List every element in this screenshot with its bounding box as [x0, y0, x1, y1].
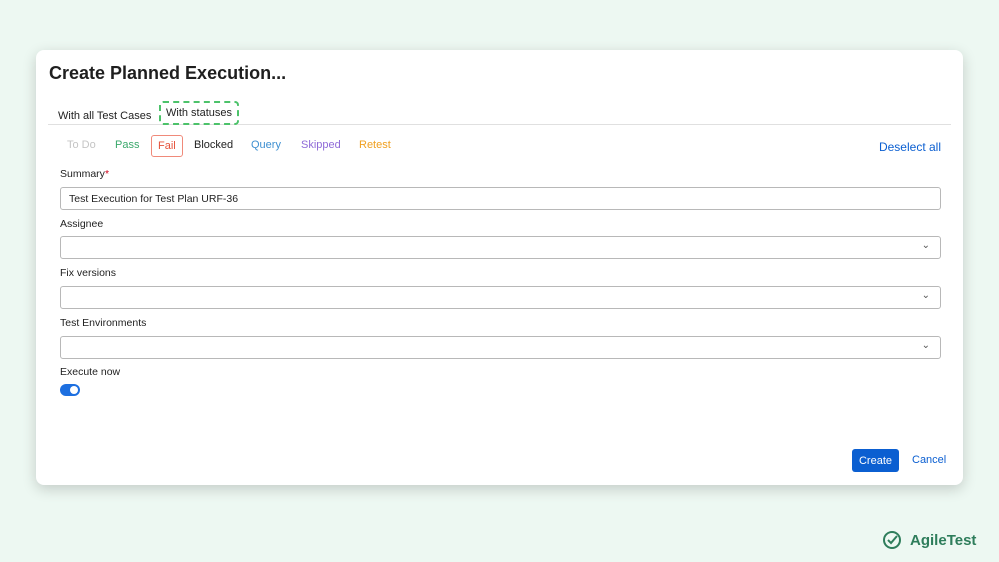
chevron-down-icon: ⌄	[921, 290, 930, 301]
execute-now-toggle[interactable]	[60, 384, 80, 396]
status-retest[interactable]: Retest	[359, 139, 391, 151]
assignee-select[interactable]: ⌄	[60, 236, 941, 259]
check-circle-icon	[883, 531, 901, 549]
agiletest-logo: AgileTest	[882, 530, 976, 550]
test-environments-select[interactable]: ⌄	[60, 336, 941, 359]
fix-versions-label: Fix versions	[60, 267, 117, 279]
chevron-down-icon: ⌄	[921, 240, 930, 251]
execute-now-label: Execute now	[60, 366, 121, 378]
status-pass[interactable]: Pass	[115, 139, 140, 151]
status-fail[interactable]: Fail	[151, 135, 183, 157]
status-todo[interactable]: To Do	[67, 139, 96, 151]
cancel-button[interactable]: Cancel	[912, 454, 947, 466]
create-planned-execution-dialog: Create Planned Execution... With all Tes…	[36, 50, 963, 485]
brand-name: AgileTest	[910, 532, 976, 549]
status-skipped[interactable]: Skipped	[301, 139, 341, 151]
status-blocked[interactable]: Blocked	[194, 139, 234, 151]
dialog-title: Create Planned Execution...	[49, 63, 287, 83]
tab-all-test-cases[interactable]: With all Test Cases	[58, 110, 152, 122]
chevron-down-icon: ⌄	[921, 340, 930, 351]
summary-input[interactable]: Test Execution for Test Plan URF-36	[60, 187, 941, 210]
brand-name-a: Agile	[910, 531, 947, 549]
create-button[interactable]: Create	[852, 449, 899, 472]
required-marker: *	[104, 168, 110, 180]
tabs: With all Test Cases With statuses	[48, 100, 951, 125]
brand-name-b: Test	[946, 531, 977, 549]
test-environments-label: Test Environments	[60, 317, 147, 329]
summary-label-text: Summary	[60, 168, 105, 180]
summary-label: Summary*	[60, 168, 109, 180]
tab-with-statuses[interactable]: With statuses	[159, 101, 240, 125]
fix-versions-select[interactable]: ⌄	[60, 286, 941, 309]
status-query[interactable]: Query	[251, 139, 281, 151]
assignee-label: Assignee	[60, 218, 104, 230]
deselect-all-link[interactable]: Deselect all	[878, 140, 941, 154]
